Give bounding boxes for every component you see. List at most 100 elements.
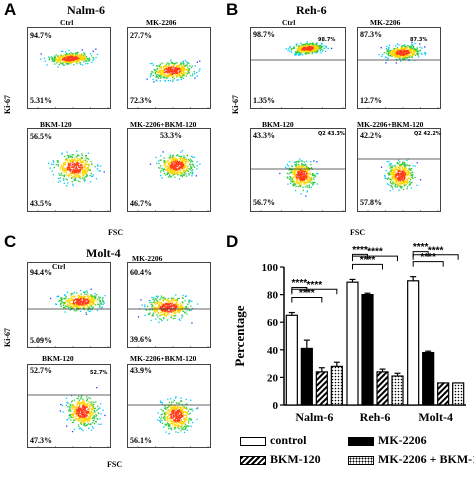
- event-dot: [71, 400, 73, 402]
- event-dot: [173, 64, 175, 67]
- event-dot: [392, 54, 394, 56]
- event-dot: [82, 413, 84, 415]
- event-dot: [57, 59, 60, 61]
- event-dot: [300, 52, 302, 54]
- event-dot: [82, 402, 84, 404]
- event-dot: [66, 59, 68, 61]
- event-dot: [73, 57, 75, 60]
- event-dot: [163, 304, 165, 307]
- event-dot: [181, 421, 183, 423]
- event-dot: [185, 311, 187, 313]
- event-dot: [83, 159, 85, 162]
- event-dot: [63, 171, 65, 173]
- lower-percent: 56.7%: [253, 198, 275, 207]
- event-dot: [191, 307, 194, 310]
- event-dot: [196, 61, 198, 63]
- event-dot: [98, 296, 100, 298]
- event-dot: [402, 171, 405, 173]
- event-dot: [176, 305, 178, 307]
- event-dot: [75, 171, 77, 173]
- event-dot: [306, 169, 309, 171]
- event-dot: [79, 419, 81, 421]
- event-dot: [82, 398, 84, 400]
- event-dot: [181, 174, 183, 176]
- event-dot: [399, 185, 401, 187]
- event-dot: [406, 54, 408, 56]
- event-dot: [177, 66, 179, 68]
- event-dot: [297, 49, 299, 51]
- event-dot: [177, 419, 179, 421]
- event-dot: [61, 152, 63, 154]
- event-dot: [169, 170, 171, 172]
- event-dot: [396, 47, 398, 50]
- event-dot: [49, 167, 51, 169]
- event-dot: [149, 300, 151, 302]
- event-dot: [94, 297, 97, 299]
- event-dot: [83, 296, 85, 298]
- event-dot: [176, 70, 178, 72]
- event-dot: [70, 52, 72, 54]
- event-dot: [408, 59, 410, 62]
- event-dot: [414, 54, 416, 56]
- event-dot: [192, 160, 194, 163]
- event-dot: [292, 181, 294, 183]
- event-dot: [196, 75, 198, 77]
- event-dot: [301, 169, 303, 171]
- event-dot: [310, 50, 312, 53]
- event-dot: [398, 174, 400, 177]
- condition-label: Ctrl: [60, 18, 74, 27]
- event-dot: [192, 156, 194, 158]
- event-dot: [190, 161, 192, 163]
- event-dot: [99, 170, 101, 172]
- event-dot: [175, 294, 177, 296]
- event-dot: [300, 49, 302, 51]
- event-dot: [390, 184, 392, 187]
- event-dot: [169, 427, 172, 429]
- event-dot: [163, 416, 165, 418]
- event-dot: [182, 164, 185, 166]
- event-dot: [398, 176, 400, 178]
- event-dot: [186, 73, 188, 75]
- event-dot: [83, 164, 85, 166]
- event-dot: [403, 178, 405, 180]
- event-dot: [78, 408, 80, 410]
- event-dot: [90, 288, 92, 290]
- event-dot: [314, 44, 316, 46]
- event-dot: [409, 168, 412, 170]
- event-dot: [394, 165, 396, 167]
- event-dot: [182, 163, 184, 166]
- event-dot: [77, 409, 80, 411]
- event-dot: [160, 418, 162, 420]
- event-dot: [401, 172, 403, 175]
- event-dot: [399, 165, 401, 167]
- event-dot: [84, 53, 86, 55]
- event-dot: [72, 154, 74, 156]
- event-dot: [104, 414, 106, 417]
- event-dot: [90, 181, 92, 183]
- event-dot: [167, 171, 169, 173]
- event-dot: [397, 183, 399, 185]
- event-dot: [172, 171, 174, 173]
- event-dot: [76, 412, 79, 414]
- event-dot: [393, 169, 396, 171]
- event-dot: [81, 298, 83, 300]
- event-dot: [406, 49, 409, 51]
- event-dot: [172, 307, 174, 310]
- event-dot: [173, 75, 175, 77]
- event-dot: [154, 309, 156, 311]
- event-dot: [146, 78, 148, 80]
- event-dot: [166, 168, 169, 170]
- event-dot: [297, 49, 299, 52]
- event-dot: [284, 166, 287, 168]
- event-dot: [82, 55, 84, 58]
- event-dot: [173, 315, 175, 317]
- event-dot: [91, 401, 93, 403]
- event-dot: [70, 294, 72, 296]
- event-dot: [62, 167, 64, 169]
- event-dot: [162, 76, 164, 78]
- event-dot: [184, 171, 186, 173]
- event-dot: [82, 54, 85, 56]
- event-dot: [92, 412, 95, 414]
- event-dot: [178, 402, 180, 404]
- event-dot: [416, 48, 418, 50]
